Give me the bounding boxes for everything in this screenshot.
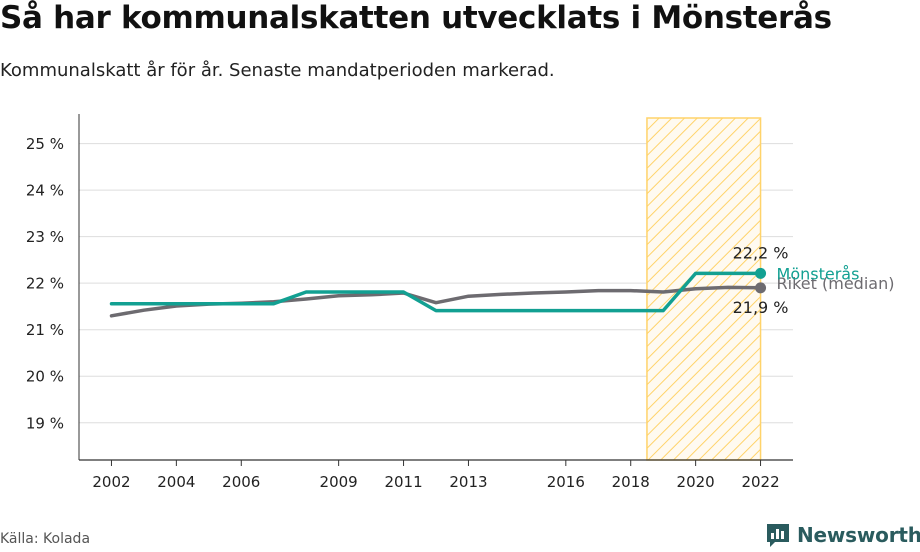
- y-tick-label: 21 %: [26, 321, 64, 339]
- series-line-monsteras: [109, 271, 763, 313]
- y-tick-label: 20 %: [26, 368, 64, 386]
- newsworthy-logo-icon: [767, 524, 789, 547]
- series-value-label-monsteras: 22,2 %: [733, 243, 789, 262]
- y-tick-label: 24 %: [26, 182, 64, 200]
- series-name-label-riket: Riket (median): [777, 274, 895, 293]
- x-tick-label: 2016: [547, 473, 585, 491]
- x-tick-label: 2011: [384, 473, 422, 491]
- y-tick-label: 22 %: [26, 275, 64, 293]
- x-tick-label: 2013: [449, 473, 487, 491]
- y-tick-label: 19 %: [26, 414, 64, 432]
- y-tick-label: 23 %: [26, 228, 64, 246]
- x-tick-label: 2004: [157, 473, 195, 491]
- x-tick-label: 2006: [222, 473, 260, 491]
- source-note: Källa: Kolada: [0, 531, 91, 547]
- x-tick-label: 2009: [320, 473, 358, 491]
- x-tick-label: 2020: [677, 473, 715, 491]
- y-tick-label: 25 %: [26, 135, 64, 153]
- x-tick-label: 2018: [612, 473, 650, 491]
- series-end-marker-riket: [755, 282, 767, 294]
- series-end-marker-monsteras: [755, 267, 767, 279]
- newsworthy-logo: Newsworthy: [765, 520, 920, 550]
- chart-title: Så har kommunalskatten utvecklats i Möns…: [0, 0, 832, 36]
- series-name-label-monsteras: Mönsterås: [777, 264, 860, 283]
- brand-name: Newsworthy: [797, 523, 920, 547]
- x-tick-label: 2002: [92, 473, 130, 491]
- chart-subtitle: Kommunalskatt år för år. Senaste mandatp…: [0, 60, 555, 81]
- x-tick-label: 2022: [741, 473, 779, 491]
- series-value-label-riket: 21,9 %: [733, 298, 789, 317]
